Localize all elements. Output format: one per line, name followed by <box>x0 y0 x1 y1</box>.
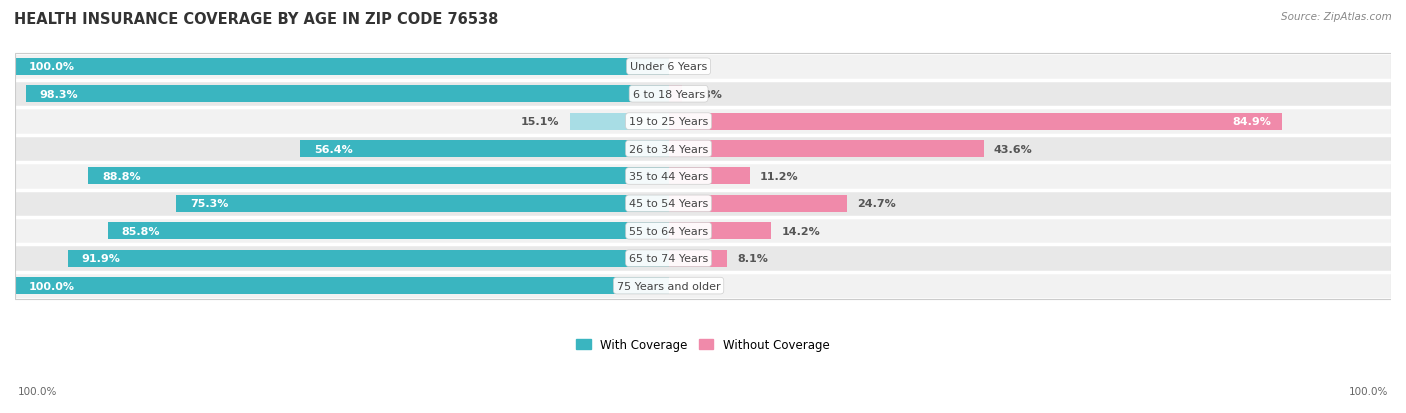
Text: 35 to 44 Years: 35 to 44 Years <box>628 171 709 182</box>
Text: 98.3%: 98.3% <box>39 90 79 100</box>
Bar <box>15 108 1391 135</box>
Text: 1.8%: 1.8% <box>692 90 723 100</box>
Bar <box>669 113 1282 131</box>
Text: 91.9%: 91.9% <box>82 254 121 263</box>
Text: 100.0%: 100.0% <box>18 387 58 396</box>
Text: 85.8%: 85.8% <box>121 226 160 236</box>
Text: 65 to 74 Years: 65 to 74 Years <box>628 254 709 263</box>
Text: 84.9%: 84.9% <box>1233 117 1271 127</box>
Text: 15.1%: 15.1% <box>522 117 560 127</box>
Bar <box>669 195 846 212</box>
Bar <box>67 250 669 267</box>
Text: 100.0%: 100.0% <box>1348 387 1388 396</box>
Bar <box>15 53 1391 81</box>
Bar <box>15 190 1391 218</box>
Text: 43.6%: 43.6% <box>994 144 1032 154</box>
Text: 14.2%: 14.2% <box>782 226 820 236</box>
Bar <box>15 245 1391 272</box>
Text: 100.0%: 100.0% <box>28 281 75 291</box>
Bar <box>15 163 1391 190</box>
Bar <box>669 86 682 103</box>
Text: Source: ZipAtlas.com: Source: ZipAtlas.com <box>1281 12 1392 22</box>
Bar <box>15 218 1391 245</box>
Bar <box>15 135 1391 163</box>
Text: 75.3%: 75.3% <box>190 199 229 209</box>
Text: Under 6 Years: Under 6 Years <box>630 62 707 72</box>
Text: 55 to 64 Years: 55 to 64 Years <box>628 226 709 236</box>
Bar <box>15 81 1391 108</box>
Bar <box>15 278 669 294</box>
Bar <box>108 223 669 240</box>
Bar <box>27 86 669 103</box>
Text: 56.4%: 56.4% <box>314 144 353 154</box>
Text: 6 to 18 Years: 6 to 18 Years <box>633 90 704 100</box>
Text: 8.1%: 8.1% <box>737 254 768 263</box>
Bar <box>669 168 749 185</box>
Bar <box>669 250 727 267</box>
Text: 24.7%: 24.7% <box>858 199 896 209</box>
Text: 88.8%: 88.8% <box>103 171 141 182</box>
Bar <box>669 141 984 158</box>
Bar <box>669 223 770 240</box>
Text: HEALTH INSURANCE COVERAGE BY AGE IN ZIP CODE 76538: HEALTH INSURANCE COVERAGE BY AGE IN ZIP … <box>14 12 499 27</box>
Text: 11.2%: 11.2% <box>759 171 799 182</box>
Text: 75 Years and older: 75 Years and older <box>617 281 720 291</box>
Text: 45 to 54 Years: 45 to 54 Years <box>628 199 709 209</box>
Bar <box>299 141 669 158</box>
Text: 26 to 34 Years: 26 to 34 Years <box>628 144 709 154</box>
Bar <box>569 113 669 131</box>
Legend: With Coverage, Without Coverage: With Coverage, Without Coverage <box>572 333 834 356</box>
Bar <box>15 59 669 76</box>
Text: 19 to 25 Years: 19 to 25 Years <box>628 117 709 127</box>
Text: 100.0%: 100.0% <box>28 62 75 72</box>
Bar <box>176 195 669 212</box>
Bar <box>89 168 669 185</box>
Bar <box>15 272 1391 299</box>
